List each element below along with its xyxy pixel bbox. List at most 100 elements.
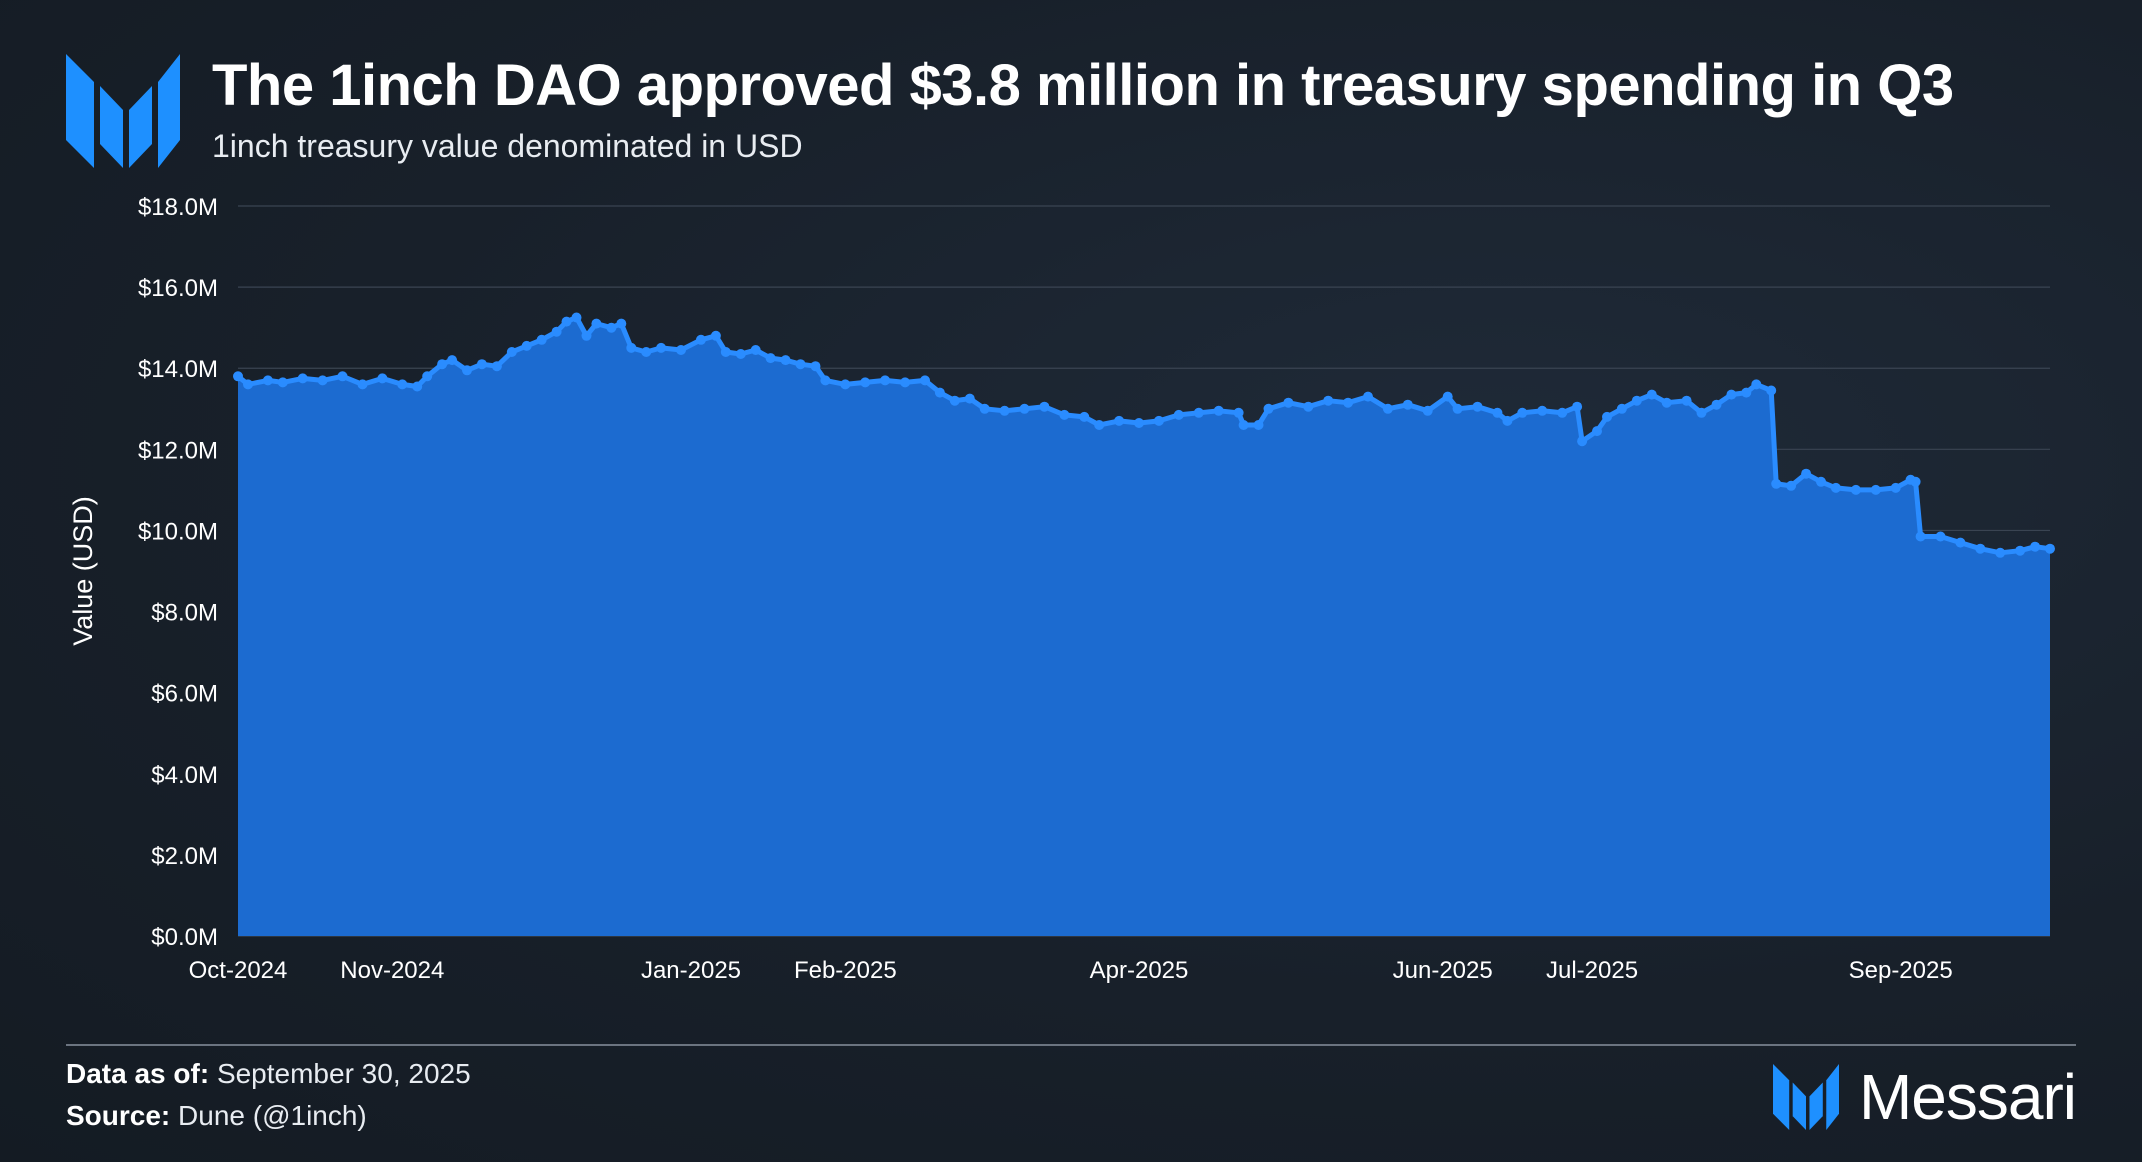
data-point — [1173, 409, 1184, 420]
data-as-of-label: Data as of: — [66, 1058, 210, 1089]
data-point — [2045, 543, 2055, 554]
data-point — [1766, 385, 1777, 396]
data-point — [1741, 387, 1752, 398]
y-tick-label: $6.0M — [151, 681, 218, 708]
source-line: Source: Dune (@1inch) — [66, 1100, 367, 1132]
chart-title: The 1inch DAO approved $3.8 million in t… — [212, 53, 1954, 118]
data-point — [1323, 395, 1334, 406]
data-point — [1442, 391, 1453, 402]
y-tick-label: $0.0M — [151, 924, 218, 951]
data-point — [696, 334, 706, 345]
data-point — [656, 342, 667, 353]
data-point — [735, 349, 746, 359]
data-point — [1995, 547, 2006, 558]
data-point — [1114, 415, 1125, 426]
chart-subtitle: 1inch treasury value denominated in USD — [212, 128, 803, 164]
data-point — [1592, 426, 1602, 437]
data-point — [1213, 405, 1224, 416]
data-point — [1661, 397, 1672, 408]
data-point — [1253, 420, 1264, 430]
data-points — [233, 312, 2055, 558]
data-point — [1801, 468, 1812, 479]
data-as-of: Data as of: September 30, 2025 — [66, 1058, 471, 1090]
data-point — [1935, 531, 1946, 542]
data-point — [491, 361, 502, 372]
data-point — [1343, 397, 1354, 408]
data-point — [437, 359, 448, 370]
data-point — [297, 373, 308, 384]
treasury-area-chart: $0.0M $2.0M $4.0M $6.0M $8.0M $10.0M $12.0M $14… — [68, 205, 2055, 984]
data-point — [1079, 411, 1090, 422]
data-point — [536, 334, 547, 345]
data-point — [1402, 399, 1413, 410]
data-point — [1557, 407, 1568, 418]
data-point — [1094, 420, 1105, 430]
x-tick-label: Oct-2024 — [189, 957, 288, 984]
data-point — [581, 330, 592, 341]
brand-name: Messari — [1858, 1061, 2077, 1133]
data-point — [243, 379, 253, 390]
data-point — [964, 393, 975, 404]
source-value: Dune (@1inch) — [178, 1100, 367, 1131]
data-point — [860, 377, 871, 388]
data-point — [1696, 407, 1707, 418]
data-point — [1726, 389, 1737, 400]
treasury-area — [238, 317, 2050, 936]
data-point — [1711, 399, 1722, 410]
data-point — [1492, 407, 1503, 418]
data-point — [561, 316, 572, 327]
data-point — [1646, 389, 1657, 400]
data-point — [262, 375, 273, 386]
data-point — [1915, 531, 1926, 542]
data-point — [1059, 409, 1070, 420]
data-point — [1786, 480, 1797, 491]
data-point — [780, 355, 791, 366]
data-point — [1422, 405, 1433, 416]
data-point — [1870, 484, 1881, 495]
data-point — [357, 379, 368, 390]
data-point — [1039, 401, 1050, 412]
brand-lockup: Messari — [1772, 1061, 2077, 1133]
data-point — [1263, 403, 1274, 414]
data-point — [1472, 401, 1483, 412]
data-point — [1537, 405, 1548, 416]
data-point — [820, 375, 831, 386]
data-point — [1830, 482, 1841, 493]
data-point — [900, 377, 911, 388]
y-tick-label: $12.0M — [138, 437, 218, 464]
data-point — [277, 377, 288, 388]
data-point — [1681, 395, 1692, 406]
data-point — [2030, 541, 2041, 552]
data-point — [591, 318, 602, 329]
data-point — [571, 312, 582, 323]
y-tick-label: $16.0M — [138, 275, 218, 302]
x-tick-label: Nov-2024 — [340, 957, 444, 984]
data-point — [2015, 545, 2026, 556]
data-point — [1193, 407, 1204, 418]
data-point — [1382, 403, 1393, 414]
data-point — [476, 359, 487, 370]
data-point — [795, 359, 806, 370]
data-point — [720, 347, 731, 357]
data-point — [521, 340, 532, 351]
data-point — [880, 375, 891, 386]
data-point — [337, 371, 348, 382]
data-point — [1238, 420, 1249, 430]
data-point — [934, 387, 945, 398]
data-point — [710, 330, 721, 341]
data-point — [1233, 407, 1244, 418]
data-point — [1616, 403, 1627, 414]
data-point — [606, 322, 617, 333]
data-point — [1019, 403, 1030, 414]
y-axis-title: Value (USD) — [68, 496, 98, 646]
data-point — [1751, 379, 1762, 390]
data-point — [447, 355, 458, 366]
data-point — [317, 375, 328, 386]
data-point — [422, 371, 433, 382]
data-point — [920, 375, 930, 386]
data-point — [1134, 418, 1144, 428]
data-point — [1363, 391, 1373, 402]
x-tick-label: Feb-2025 — [794, 957, 897, 984]
data-point — [1771, 478, 1782, 489]
data-as-of-value: September 30, 2025 — [216, 1058, 471, 1089]
